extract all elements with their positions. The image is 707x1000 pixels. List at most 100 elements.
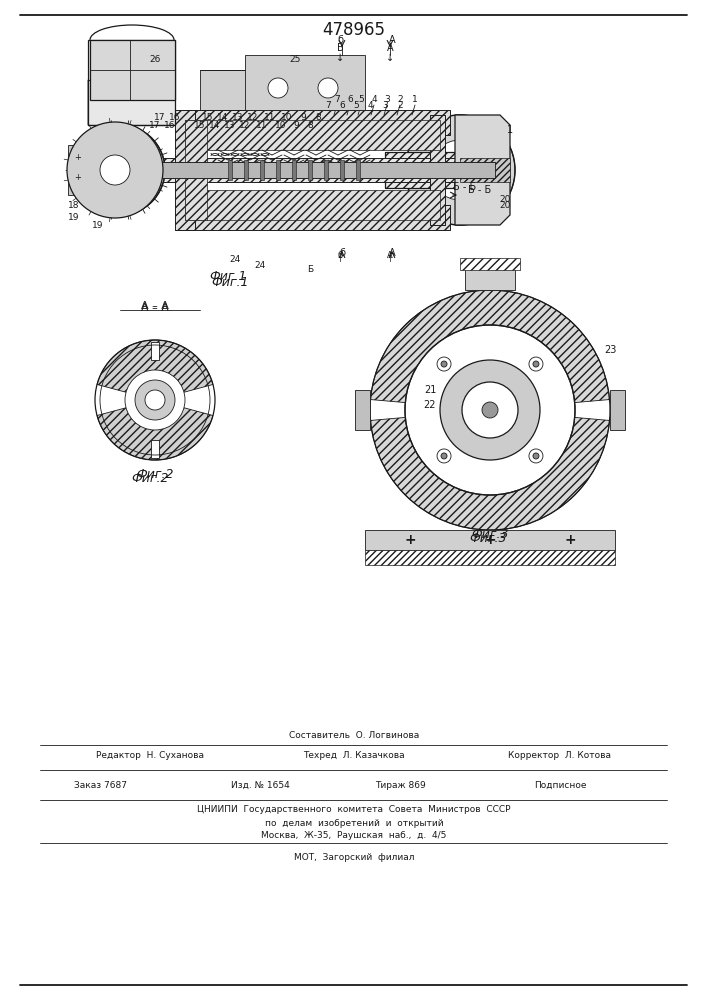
Circle shape	[437, 357, 451, 371]
Text: 2: 2	[397, 96, 403, 104]
FancyBboxPatch shape	[355, 390, 370, 430]
Circle shape	[405, 115, 515, 225]
Text: 8: 8	[307, 120, 313, 129]
Text: б: б	[339, 248, 345, 258]
Text: 9: 9	[293, 120, 299, 129]
Circle shape	[405, 325, 575, 495]
Bar	[185, 190, 440, 220]
Text: Фиг.1: Фиг.1	[209, 269, 247, 282]
FancyBboxPatch shape	[292, 160, 296, 180]
Text: +: +	[564, 533, 575, 547]
FancyBboxPatch shape	[365, 530, 615, 550]
Wedge shape	[370, 290, 609, 410]
Text: 9: 9	[300, 112, 306, 121]
Text: 4: 4	[371, 96, 377, 104]
Text: 23: 23	[604, 345, 617, 355]
Text: 7: 7	[325, 101, 331, 109]
FancyBboxPatch shape	[465, 268, 515, 290]
Text: Б: Б	[307, 265, 313, 274]
Text: 15: 15	[202, 112, 214, 121]
FancyBboxPatch shape	[88, 40, 175, 125]
FancyBboxPatch shape	[240, 162, 243, 178]
Text: Фиг.2: Фиг.2	[136, 468, 174, 482]
Text: Б: Б	[337, 43, 344, 53]
Circle shape	[462, 382, 518, 438]
FancyBboxPatch shape	[282, 162, 285, 178]
FancyBboxPatch shape	[324, 162, 327, 178]
FancyBboxPatch shape	[340, 160, 344, 180]
Text: Б - Б: Б - Б	[468, 185, 491, 195]
Text: 25: 25	[289, 55, 300, 64]
Text: 16: 16	[164, 120, 176, 129]
Polygon shape	[88, 80, 175, 125]
Text: +: +	[74, 153, 81, 162]
Bar	[180, 205, 450, 230]
Text: 17: 17	[154, 112, 165, 121]
Text: Изд. № 1654: Изд. № 1654	[230, 780, 289, 790]
Circle shape	[75, 125, 165, 215]
Text: 12: 12	[247, 112, 259, 121]
Text: ↓: ↓	[386, 53, 394, 63]
Text: 13: 13	[224, 120, 235, 129]
FancyBboxPatch shape	[105, 162, 495, 178]
Text: 17: 17	[149, 120, 160, 129]
Text: Фиг.3: Фиг.3	[469, 532, 507, 544]
Text: 8: 8	[315, 112, 321, 121]
Text: А: А	[389, 248, 395, 258]
Text: 24: 24	[229, 255, 240, 264]
Text: 19: 19	[68, 214, 79, 223]
Text: ЦНИИПИ  Государственного  комитета  Совета  Министров  СССР: ЦНИИПИ Государственного комитета Совета …	[197, 806, 510, 814]
Bar	[460, 258, 520, 270]
Text: 20: 20	[499, 196, 510, 205]
Text: Москва,  Ж-35,  Раушская  наб.,  д.  4/5: Москва, Ж-35, Раушская наб., д. 4/5	[262, 832, 447, 840]
Text: ↑: ↑	[387, 255, 394, 264]
Text: ↑: ↑	[337, 255, 344, 264]
Text: 5: 5	[358, 96, 364, 104]
Bar	[185, 120, 207, 220]
Text: 478965: 478965	[322, 21, 385, 39]
Text: Тираж 869: Тираж 869	[375, 780, 426, 790]
Circle shape	[145, 390, 165, 410]
Bar	[180, 110, 450, 135]
Circle shape	[533, 361, 539, 367]
Text: 5: 5	[353, 101, 359, 109]
Circle shape	[441, 361, 447, 367]
Wedge shape	[97, 400, 213, 460]
Text: А: А	[387, 250, 393, 259]
Text: 24: 24	[255, 260, 266, 269]
Circle shape	[529, 449, 543, 463]
FancyBboxPatch shape	[244, 160, 248, 180]
Text: 1: 1	[412, 96, 418, 104]
FancyBboxPatch shape	[200, 70, 350, 110]
FancyBboxPatch shape	[310, 162, 313, 178]
Text: Корректор  Л. Котова: Корректор Л. Котова	[508, 750, 612, 760]
FancyBboxPatch shape	[276, 160, 280, 180]
Text: Фиг.1: Фиг.1	[211, 275, 249, 288]
Bar	[365, 550, 615, 565]
FancyBboxPatch shape	[260, 160, 264, 180]
FancyBboxPatch shape	[324, 160, 328, 180]
FancyBboxPatch shape	[68, 145, 88, 195]
Text: Подписное: Подписное	[534, 780, 586, 790]
Circle shape	[440, 360, 540, 460]
Circle shape	[430, 140, 490, 200]
Text: ↓: ↓	[336, 53, 344, 63]
Text: А – А: А – А	[141, 301, 169, 311]
Text: Фиг.2: Фиг.2	[132, 472, 169, 485]
FancyBboxPatch shape	[268, 162, 271, 178]
Text: 3: 3	[382, 101, 388, 109]
Bar	[120, 158, 455, 182]
Polygon shape	[90, 40, 175, 100]
Text: Фиг.3: Фиг.3	[472, 528, 509, 542]
Text: 2: 2	[397, 101, 403, 109]
Text: 18: 18	[92, 206, 104, 215]
Circle shape	[533, 453, 539, 459]
FancyBboxPatch shape	[245, 55, 365, 110]
Circle shape	[100, 155, 130, 185]
Text: А: А	[387, 43, 393, 53]
Text: 6: 6	[347, 96, 353, 104]
Circle shape	[135, 380, 175, 420]
Text: 12: 12	[239, 120, 251, 129]
Text: А: А	[389, 35, 395, 45]
Polygon shape	[455, 115, 510, 225]
